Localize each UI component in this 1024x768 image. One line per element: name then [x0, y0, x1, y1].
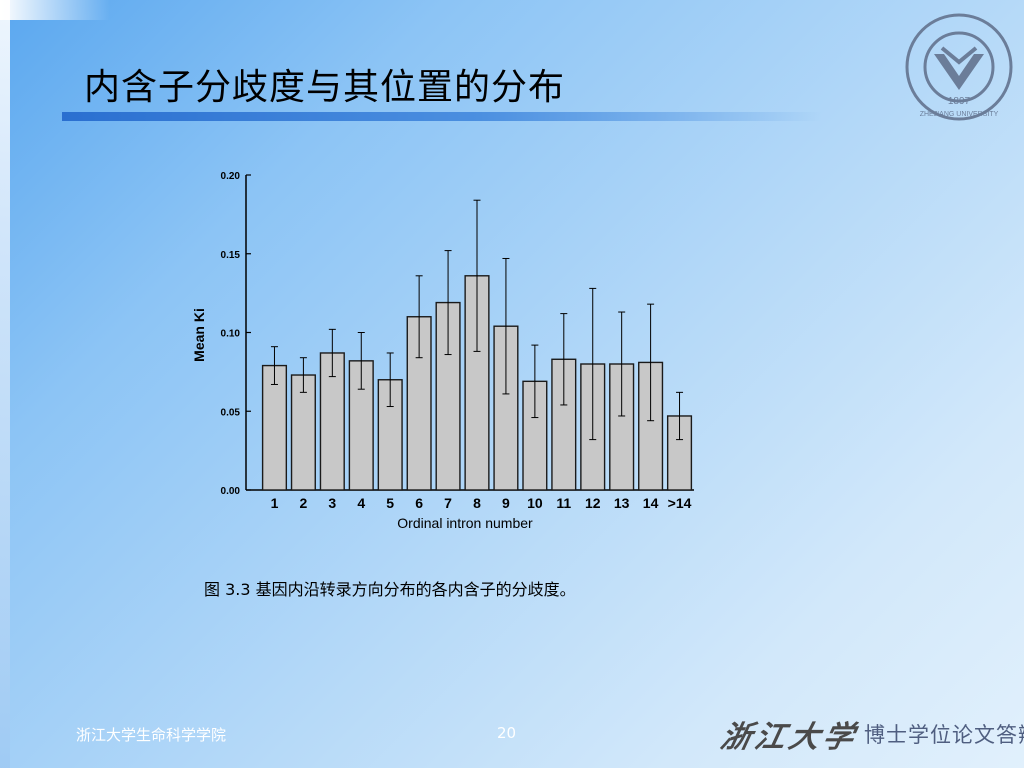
logo-year: 1897 [948, 96, 971, 107]
y-tick-label: 0.20 [221, 171, 241, 182]
x-tick-label: >14 [668, 495, 692, 511]
left-accent-bar [0, 0, 10, 768]
x-tick-label: 10 [527, 495, 543, 511]
y-axis-label: Mean Ki [191, 308, 207, 362]
x-tick-label: 2 [300, 495, 308, 511]
y-tick-label: 0.00 [221, 486, 241, 497]
x-tick-label: 12 [585, 495, 601, 511]
figure-caption: 图 3.3 基因内沿转录方向分布的各内含子的分歧度。 [204, 580, 576, 599]
x-tick-label: 11 [556, 495, 571, 511]
x-tick-label: 5 [386, 495, 394, 511]
title-underline [62, 112, 822, 121]
y-tick-label: 0.15 [221, 250, 241, 261]
x-tick-label: 1 [271, 495, 279, 511]
x-tick-label: 4 [357, 495, 365, 511]
page-number: 20 [497, 724, 517, 742]
y-tick-label: 0.05 [221, 407, 241, 418]
x-tick-label: 7 [444, 495, 452, 511]
x-tick-label: 6 [415, 495, 423, 511]
x-axis-label: Ordinal intron number [397, 515, 533, 531]
slide-title: 内含子分歧度与其位置的分布 [84, 67, 566, 108]
x-tick-label: 14 [643, 495, 659, 511]
x-tick-label: 9 [502, 495, 510, 511]
corner-glow [0, 0, 110, 20]
bar-chart: 0.000.050.100.150.201 2 3 4 5 6 7 8 9 10 11 12 13 14 >… [191, 171, 694, 531]
brand-subtitle: 博士学位论文答辩 [864, 723, 1024, 747]
y-tick-label: 0.10 [221, 329, 241, 340]
footer-brand: 浙江大学 博士学位论文答辩 [718, 712, 1024, 756]
university-logo-icon: 1897 ZHEJIANG UNIVERSITY [905, 13, 1013, 121]
brand-script-logo: 浙江大学 [717, 720, 861, 755]
logo-text: ZHEJIANG UNIVERSITY [920, 111, 999, 118]
footer-department: 浙江大学生命科学学院 [76, 726, 227, 744]
x-tick-label: 8 [473, 495, 481, 511]
x-tick-label: 13 [614, 495, 630, 511]
x-tick-label: 3 [328, 495, 336, 511]
